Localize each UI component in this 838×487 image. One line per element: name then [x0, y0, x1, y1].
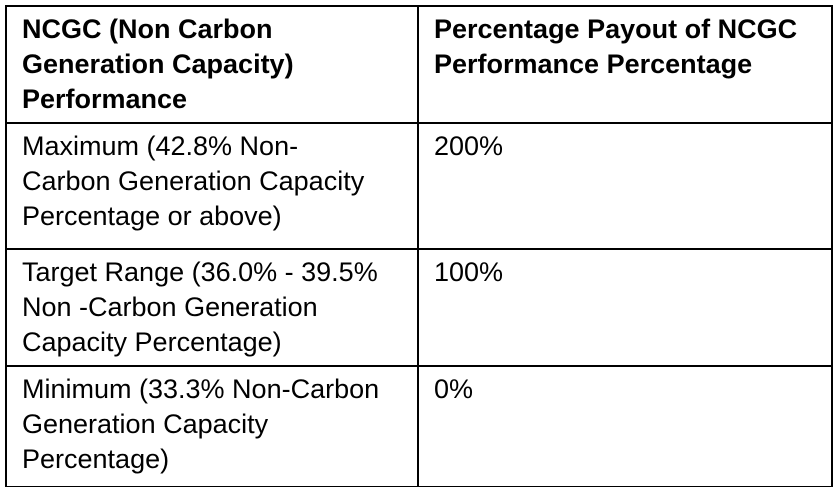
ncgc-payout-table: NCGC (Non Carbon Generation Capacity) Pe… — [5, 5, 833, 487]
table-row-maximum: Maximum (42.8% Non-Carbon Generation Cap… — [5, 122, 833, 250]
column-header-payout: Percentage Payout of NCGC Performance Pe… — [417, 5, 833, 124]
payout-cell: 200% — [417, 122, 833, 250]
performance-cell: Target Range (36.0% - 39.5% Non -Carbon … — [5, 248, 419, 367]
table-row-target-range: Target Range (36.0% - 39.5% Non -Carbon … — [5, 248, 833, 367]
performance-cell: Minimum (33.3% Non-Carbon Generation Cap… — [5, 365, 419, 487]
payout-cell: 100% — [417, 248, 833, 367]
payout-cell: 0% — [417, 365, 833, 487]
table-header-row: NCGC (Non Carbon Generation Capacity) Pe… — [5, 5, 833, 124]
performance-cell: Maximum (42.8% Non-Carbon Generation Cap… — [5, 122, 419, 250]
table-row-minimum: Minimum (33.3% Non-Carbon Generation Cap… — [5, 365, 833, 487]
column-header-performance: NCGC (Non Carbon Generation Capacity) Pe… — [5, 5, 419, 124]
